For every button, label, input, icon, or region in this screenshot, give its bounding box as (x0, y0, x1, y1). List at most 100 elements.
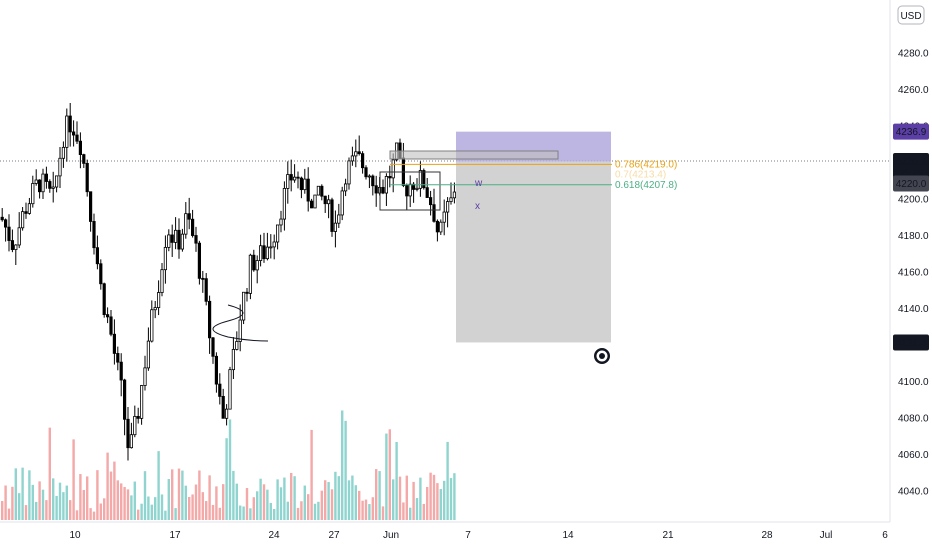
volume-bar (279, 487, 283, 520)
candle-body (224, 408, 229, 419)
candle-body (41, 173, 45, 193)
time-tick-label: 17 (169, 530, 181, 541)
candle-body (408, 183, 412, 197)
candle-body (136, 416, 140, 419)
volume-bar (65, 485, 68, 520)
position-tool[interactable] (456, 131, 611, 343)
volume-bar (371, 497, 374, 520)
candle-body (347, 160, 351, 185)
volume-bar (361, 500, 364, 520)
range-box (389, 150, 559, 160)
price-tick-label: 4140.0 (898, 304, 929, 315)
volume-bar (41, 489, 45, 520)
candle-body (340, 190, 344, 216)
candle-body (211, 337, 215, 357)
volume-bar (150, 504, 153, 520)
candle-body (303, 178, 307, 191)
volume-bar (208, 475, 211, 520)
candle-body (367, 175, 372, 178)
volume-bar (429, 472, 432, 520)
candle-body (102, 283, 106, 315)
candle-body (85, 162, 89, 193)
candle-body (449, 197, 453, 202)
volume-bar (290, 472, 293, 520)
volume-bar (48, 427, 51, 520)
volume-bar (211, 504, 215, 520)
candle-body (238, 319, 242, 342)
volume-bar (419, 477, 422, 520)
candle-body (167, 234, 171, 248)
volume-bar (52, 478, 55, 520)
volume-bar (266, 489, 269, 520)
volume-bar (126, 489, 130, 520)
volume-bar (358, 490, 361, 520)
eye-icon[interactable] (594, 348, 610, 364)
candle-body (262, 245, 266, 260)
time-tick-label: 6 (882, 530, 888, 541)
volume-bar (364, 499, 368, 520)
volume-bar (120, 483, 123, 520)
candle-body (279, 218, 283, 226)
candle-body (92, 221, 96, 249)
candle-body (405, 185, 409, 197)
candle-body (299, 177, 304, 191)
candle-body (190, 218, 195, 236)
candle-body (65, 115, 69, 148)
volume-bar (164, 510, 167, 520)
volume-bar (191, 494, 194, 520)
volume-bar (167, 479, 170, 520)
volume-bar (313, 503, 317, 520)
candle-body (34, 179, 38, 184)
candle-body (68, 115, 72, 133)
candle-body (248, 254, 252, 294)
candle-body (415, 187, 419, 190)
candle-body (146, 340, 150, 369)
candle-body (204, 278, 208, 302)
volume-bar (130, 495, 133, 520)
candle-body (173, 229, 178, 243)
candle-body (255, 260, 259, 271)
volume-bar (286, 501, 289, 520)
candle-body (286, 174, 290, 189)
candle-body (343, 183, 348, 192)
candle-body (258, 245, 263, 261)
candle-body (7, 226, 11, 241)
volume-bar (137, 509, 140, 520)
volume-bar (45, 500, 48, 520)
volume-bar (225, 438, 228, 520)
chart-drawings[interactable]: 0.786(4219.0) 0.618(4207.8)0.7(4213.4) w x (212, 150, 677, 342)
volume-bar (106, 452, 109, 520)
time-axis[interactable]: 10 17 24 27 Jun 7 14 21 28 Jul 6 (0, 521, 890, 541)
candle-body (156, 292, 161, 308)
volume-bar (432, 474, 436, 520)
candle-body (371, 175, 375, 187)
wave-label: x (475, 201, 480, 212)
volume-bar (171, 469, 174, 520)
candle-body (180, 233, 184, 250)
volume-bar (262, 484, 266, 520)
price-axis[interactable]: USD 4040.04060.04080.04100.04120.04140.0… (889, 0, 929, 522)
candle-body (241, 291, 246, 321)
volume-bar (453, 473, 456, 520)
price-tick-label: 4200.0 (898, 195, 929, 206)
candle-body (306, 178, 310, 202)
currency-label: USD (900, 11, 921, 22)
candle-body (435, 220, 440, 233)
candle-body (316, 185, 321, 196)
candle-body (330, 199, 334, 232)
currency-badge[interactable] (897, 5, 925, 25)
volume-bar (412, 481, 415, 520)
candle-body (388, 176, 392, 179)
volume-bar (58, 482, 62, 520)
volume-bar (99, 503, 102, 520)
volume-bar (184, 485, 187, 520)
candle-body (221, 396, 225, 419)
volume-bar (24, 505, 28, 520)
volume-bar (252, 497, 255, 520)
volume-bar (18, 493, 21, 520)
candle-body (184, 213, 188, 235)
volume-bar (147, 496, 150, 520)
volume-bar (317, 501, 320, 520)
candle-body (422, 170, 426, 189)
